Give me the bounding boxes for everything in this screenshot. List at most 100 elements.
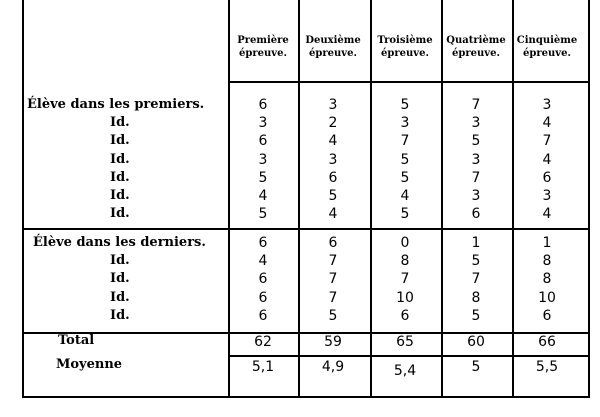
header-divider [228,81,590,83]
table-cell: 4 [258,188,268,204]
table-cell: 6 [400,307,410,324]
table-cell: 8 [542,253,552,270]
row-label: Id. [110,253,130,269]
column-header: Quatrième épreuve. [446,35,506,59]
table-cell: 3 [328,151,338,168]
table-cell: 7 [328,253,338,270]
group-divider [22,228,590,230]
bottom-border [22,396,590,398]
table-cell: 7 [400,133,410,150]
table-cell: 6 [258,289,268,306]
table-cell: 5 [400,169,410,186]
table-cell: 0 [400,235,410,251]
column-divider [298,0,300,398]
total-divider [22,332,590,334]
total-cell: 62 [254,334,272,350]
row-label: Id. [110,115,130,131]
table-cell: 5 [471,307,481,324]
table-cell: 3 [258,115,268,132]
table-cell: 1 [542,235,552,251]
table-cell: 10 [396,289,414,306]
table-cell: 5 [471,133,481,150]
table-cell: 6 [258,133,268,150]
table-cell: 7 [328,289,338,306]
table-cell: 6 [258,307,268,324]
row-label: Id. [110,133,130,149]
table-cell: 4 [258,253,268,270]
table-cell: 4 [542,206,552,223]
total-label: Total [58,333,95,348]
row-label: Élève dans les derniers. [33,235,206,250]
column-header: Cinquième épreuve. [516,35,578,59]
row-label: Id. [110,271,130,287]
table-cell: 3 [328,97,338,113]
table-cell: 2 [328,115,338,132]
table-cell: 4 [400,188,410,204]
row-label: Id. [110,169,130,185]
table-cell: 3 [258,151,268,168]
moyenne-cell: 5,4 [393,363,417,379]
table-cell: 5 [400,206,410,223]
column-header: Deuxième épreuve. [305,35,361,59]
row-label: Id. [110,151,130,167]
table-cell: 7 [471,97,481,113]
column-header: Première épreuve. [237,35,289,59]
table-cell: 6 [328,169,338,186]
table-cell: 5 [328,188,338,204]
table-cell: 5 [471,253,481,270]
table-cell: 5 [258,169,268,186]
table-cell: 3 [471,115,481,132]
total-cell: 65 [396,334,414,350]
table-cell: 3 [400,115,410,132]
row-label: Id. [110,289,130,305]
column-divider [441,0,443,398]
table-cell: 6 [542,169,552,186]
table-cell: 7 [471,169,481,186]
table-cell: 5 [258,206,268,223]
table-cell: 3 [542,188,552,204]
moyenne-divider [228,355,590,357]
table-cell: 8 [542,271,552,288]
table-cell: 3 [471,188,481,204]
table-cell: 3 [542,97,552,113]
table-cell: 3 [471,151,481,168]
left-border [22,0,24,398]
row-label: Élève dans les premiers. [27,97,205,112]
column-divider [588,0,590,398]
table-cell: 10 [538,289,556,306]
table-cell: 4 [542,115,552,132]
table-cell: 6 [328,235,338,251]
row-label: Id. [110,307,130,323]
moyenne-cell: 4,9 [321,359,345,375]
table-cell: 6 [542,307,552,324]
total-cell: 60 [467,334,485,350]
table-cell: 7 [328,271,338,288]
table-cell: 7 [542,133,552,150]
moyenne-label: Moyenne [56,357,123,372]
row-label: Id. [110,206,130,222]
moyenne-cell: 5,1 [251,359,275,375]
table-cell: 5 [400,151,410,168]
column-header: Troisième épreuve. [377,35,433,59]
column-divider [370,0,372,398]
table-cell: 1 [471,235,481,251]
total-cell: 66 [538,334,556,350]
table-cell: 4 [328,206,338,223]
table-cell: 7 [471,271,481,288]
moyenne-cell: 5 [471,359,481,375]
table-cell: 7 [400,271,410,288]
table-cell: 5 [328,307,338,324]
table-cell: 6 [258,235,268,251]
table-cell: 6 [471,206,481,223]
table-cell: 8 [400,253,410,270]
row-label: Id. [110,188,130,203]
table-cell: 5 [400,97,410,113]
table-cell: 8 [471,289,481,306]
column-divider [512,0,514,398]
total-cell: 59 [324,334,342,350]
table-cell: 6 [258,97,268,113]
table-cell: 4 [542,151,552,168]
moyenne-cell: 5,5 [535,359,559,375]
table-cell: 4 [328,133,338,150]
